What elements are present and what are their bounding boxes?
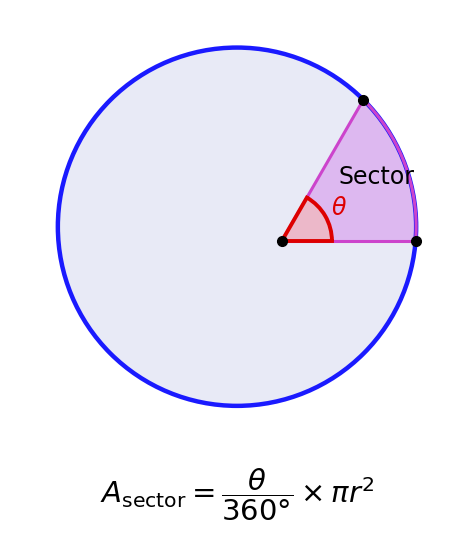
Text: $\theta$: $\theta$ (331, 196, 347, 220)
Circle shape (58, 48, 416, 406)
Polygon shape (282, 198, 332, 241)
Polygon shape (282, 100, 416, 241)
Text: $\mathit{A}_{\mathrm{sector}} = \dfrac{\theta}{360°} \times \pi r^2$: $\mathit{A}_{\mathrm{sector}} = \dfrac{\… (100, 468, 374, 523)
Text: Sector: Sector (338, 166, 414, 190)
